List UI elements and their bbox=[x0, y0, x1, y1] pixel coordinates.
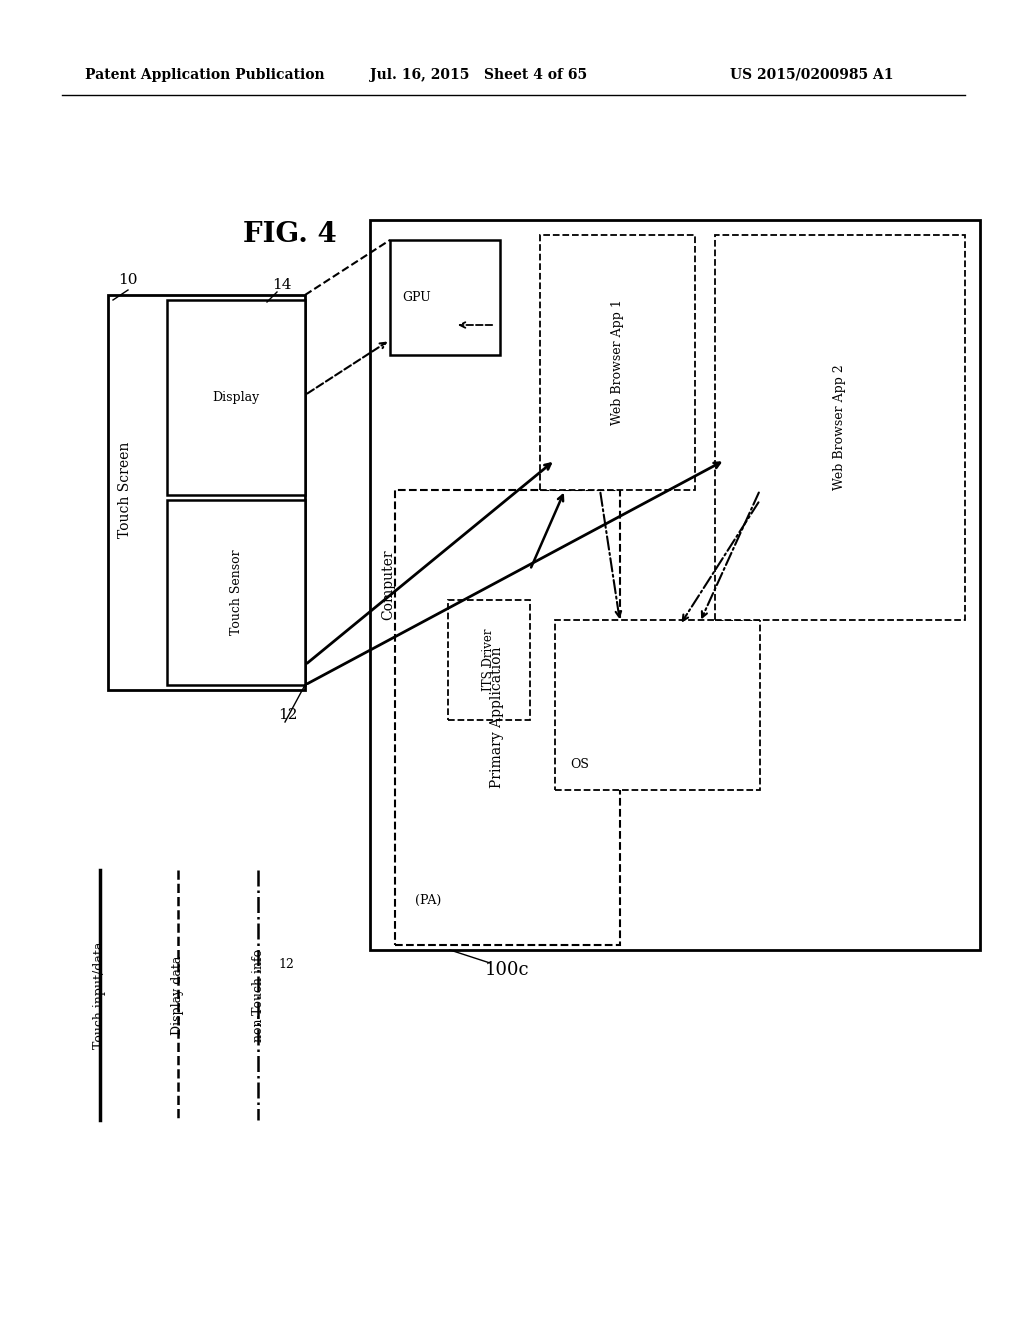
Bar bbox=[715, 235, 965, 620]
Bar bbox=[449, 601, 530, 719]
Text: 100c: 100c bbox=[485, 961, 529, 979]
Text: Touch input/data: Touch input/data bbox=[93, 941, 106, 1048]
Text: (PA): (PA) bbox=[415, 894, 441, 907]
Bar bbox=[555, 620, 760, 789]
Text: Jul. 16, 2015   Sheet 4 of 65: Jul. 16, 2015 Sheet 4 of 65 bbox=[370, 69, 587, 82]
Text: GPU: GPU bbox=[402, 290, 431, 304]
Bar bbox=[390, 240, 500, 355]
Text: Touch Sensor: Touch Sensor bbox=[229, 549, 243, 635]
Text: Display data: Display data bbox=[171, 956, 184, 1035]
Bar bbox=[108, 294, 305, 690]
Text: 12: 12 bbox=[278, 958, 294, 972]
Text: 12: 12 bbox=[278, 708, 298, 722]
Text: Touch Screen: Touch Screen bbox=[118, 442, 132, 539]
Text: 10: 10 bbox=[118, 273, 137, 286]
Text: Web Browser App 2: Web Browser App 2 bbox=[834, 364, 847, 490]
Text: Display: Display bbox=[212, 391, 260, 404]
Text: Computer: Computer bbox=[381, 549, 395, 620]
Text: OS: OS bbox=[570, 759, 589, 771]
Bar bbox=[167, 300, 305, 495]
Text: Primary Application: Primary Application bbox=[490, 647, 505, 788]
Bar bbox=[370, 220, 980, 950]
Text: Web Browser App 1: Web Browser App 1 bbox=[611, 300, 624, 425]
Text: ITS Driver: ITS Driver bbox=[482, 628, 496, 692]
Bar bbox=[167, 500, 305, 685]
Text: US 2015/0200985 A1: US 2015/0200985 A1 bbox=[730, 69, 894, 82]
Bar bbox=[540, 235, 695, 490]
Text: FIG. 4: FIG. 4 bbox=[243, 222, 337, 248]
Text: Patent Application Publication: Patent Application Publication bbox=[85, 69, 325, 82]
Bar bbox=[395, 490, 620, 945]
Text: non-Touch info: non-Touch info bbox=[252, 949, 264, 1041]
Text: 14: 14 bbox=[272, 279, 292, 292]
